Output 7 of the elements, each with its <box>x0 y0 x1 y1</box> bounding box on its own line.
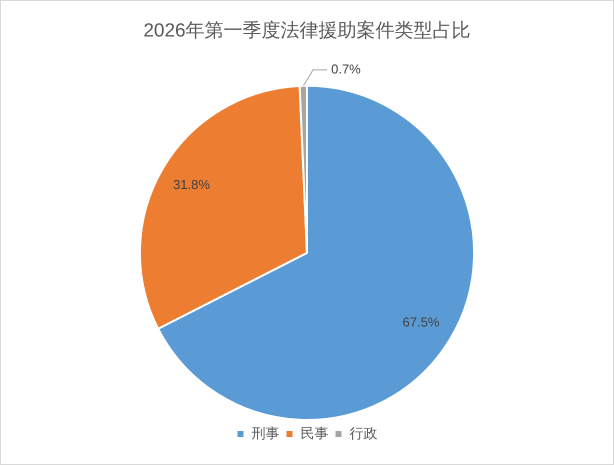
legend-label: 行政 <box>350 424 378 441</box>
data-label: 31.8% <box>173 177 210 192</box>
chart-title: 2026年第一季度法律援助案件类型占比 <box>143 20 471 42</box>
data-label: 0.7% <box>331 61 362 76</box>
legend-label: 民事 <box>300 424 328 441</box>
data-label: 67.5% <box>402 314 440 330</box>
legend-label: 刑事 <box>252 424 280 441</box>
